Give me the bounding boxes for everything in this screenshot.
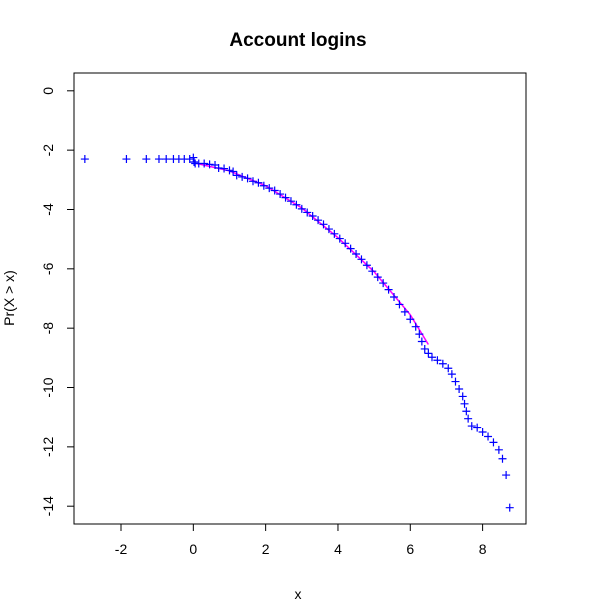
data-point xyxy=(464,414,473,423)
data-point xyxy=(238,172,247,181)
data-point xyxy=(379,279,388,288)
x-tick-label: -2 xyxy=(115,541,128,557)
data-point xyxy=(462,407,471,416)
data-point xyxy=(220,164,229,173)
data-point xyxy=(225,166,234,175)
data-point xyxy=(460,399,469,408)
x-tick-label: 8 xyxy=(479,541,487,557)
data-point xyxy=(352,249,361,258)
data-point xyxy=(384,285,393,294)
data-point xyxy=(505,503,514,512)
data-point xyxy=(438,359,447,368)
data-point xyxy=(400,307,409,316)
data-point xyxy=(162,155,171,164)
points-layer xyxy=(80,153,514,512)
data-point xyxy=(189,153,198,162)
data-point xyxy=(395,300,404,309)
y-tick-label: -6 xyxy=(40,262,56,275)
data-point xyxy=(314,216,323,225)
data-point xyxy=(489,438,498,447)
data-point xyxy=(494,445,503,454)
data-point xyxy=(346,244,355,253)
data-point xyxy=(406,315,415,324)
data-point xyxy=(80,155,89,164)
data-point xyxy=(502,471,511,480)
data-point xyxy=(265,184,274,193)
data-point xyxy=(297,204,306,213)
data-point xyxy=(341,239,350,248)
data-point xyxy=(270,186,279,195)
y-tick-label: -2 xyxy=(40,144,56,157)
data-point xyxy=(303,208,312,217)
data-point xyxy=(200,159,209,168)
data-point xyxy=(276,190,285,199)
data-point xyxy=(447,370,456,379)
data-point xyxy=(248,177,257,186)
data-point xyxy=(424,349,433,358)
data-point xyxy=(451,377,460,386)
chart-title: Account logins xyxy=(229,30,366,51)
data-point xyxy=(357,255,366,264)
x-axis: -2 0 2 4 6 8 xyxy=(115,523,487,557)
data-point xyxy=(190,158,199,167)
data-point xyxy=(319,220,328,229)
data-point xyxy=(362,261,371,270)
data-point xyxy=(122,155,131,164)
data-point xyxy=(243,174,252,183)
data-point xyxy=(427,353,436,362)
y-tick-label: 0 xyxy=(40,87,56,95)
data-point xyxy=(415,330,424,339)
y-tick-label: -12 xyxy=(40,437,56,457)
data-point xyxy=(444,364,453,373)
data-point xyxy=(458,392,467,401)
data-point xyxy=(142,155,151,164)
data-point xyxy=(484,432,493,441)
data-point xyxy=(411,322,420,331)
data-point xyxy=(185,155,194,164)
data-point xyxy=(368,267,377,276)
data-point xyxy=(498,454,507,463)
plot-frame xyxy=(73,72,527,525)
data-point xyxy=(455,384,464,393)
data-point xyxy=(308,212,317,221)
data-point xyxy=(417,337,426,346)
x-tick-label: 6 xyxy=(406,541,414,557)
data-point xyxy=(281,193,290,202)
data-point xyxy=(467,422,476,431)
y-tick-label: -4 xyxy=(40,203,56,216)
data-point xyxy=(259,181,268,190)
data-point xyxy=(154,155,163,164)
y-tick-label: -8 xyxy=(40,322,56,335)
data-point xyxy=(286,197,295,206)
data-point xyxy=(324,225,333,234)
data-point xyxy=(292,200,301,209)
x-tick-label: 2 xyxy=(262,541,270,557)
data-point xyxy=(373,273,382,282)
y-axis-label: Pr(X > x) xyxy=(1,270,17,326)
fit-line xyxy=(196,162,430,345)
data-point xyxy=(232,171,241,180)
x-tick-label: 4 xyxy=(334,541,342,557)
x-axis-label: x xyxy=(295,586,302,600)
data-point xyxy=(390,293,399,302)
y-tick-label: -10 xyxy=(40,377,56,397)
data-point xyxy=(330,229,339,238)
y-axis: 0 -2 -4 -6 -8 -10 -12 -14 xyxy=(40,87,75,516)
data-point xyxy=(433,356,442,365)
data-point xyxy=(473,423,482,432)
data-point xyxy=(420,344,429,353)
fit-line-layer xyxy=(196,162,430,345)
data-point xyxy=(229,167,238,176)
data-point xyxy=(335,234,344,243)
y-tick-label: -14 xyxy=(40,496,56,516)
data-point xyxy=(478,428,487,437)
data-point xyxy=(254,178,263,187)
x-tick-label: 0 xyxy=(189,541,197,557)
